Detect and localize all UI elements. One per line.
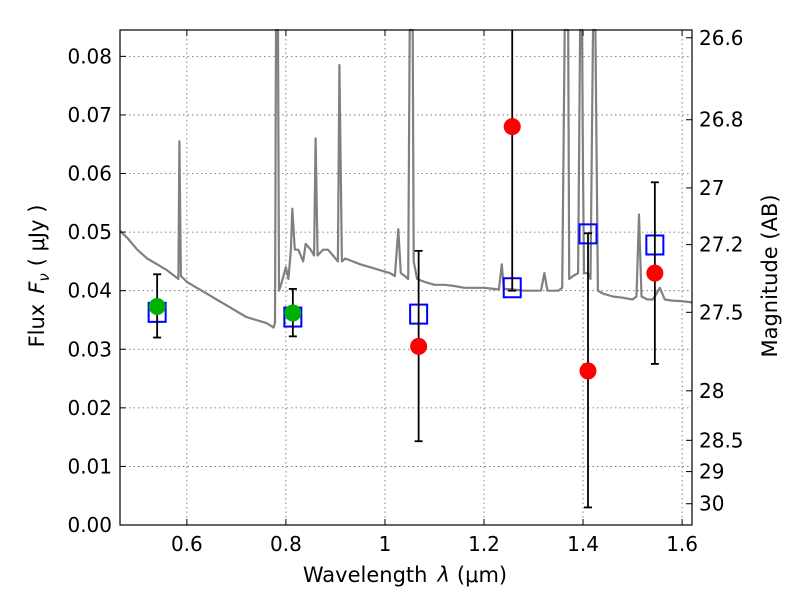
y-tick-label: 0.04 — [67, 279, 112, 303]
data-point — [284, 304, 302, 322]
y-tick-label: 0.06 — [67, 162, 112, 186]
x-tick-label: 1.2 — [468, 532, 500, 556]
x-axis-title-unit: (μm) — [457, 563, 507, 587]
data-point — [646, 264, 664, 282]
x-tick-labels: 0.6 0.8 1 1.2 1.4 1.6 — [171, 532, 698, 556]
y2-tick-label: 27.2 — [699, 233, 744, 257]
y2-tick-label: 28.5 — [699, 428, 744, 452]
y2-tick-label: 26.6 — [699, 26, 744, 50]
spectrum-line — [119, 28, 693, 329]
plot-frame — [119, 29, 693, 526]
y2-tick-label: 26.8 — [699, 108, 744, 132]
photometry-series — [147, 30, 665, 509]
y-tick-label: 0.00 — [67, 513, 112, 537]
x-tick-label: 0.6 — [171, 532, 203, 556]
axis-ticks — [120, 30, 692, 526]
data-point — [503, 118, 521, 136]
y-tick-label: 0.05 — [67, 220, 112, 244]
y-tick-label: 0.02 — [67, 396, 112, 420]
y-axis-title-unit: ( μJy ) — [25, 205, 49, 267]
y2-tick-label: 27 — [699, 176, 724, 200]
y-tick-label: 0.08 — [67, 44, 112, 68]
x-tick-label: 0.8 — [270, 532, 302, 556]
spectrum-series — [119, 28, 693, 329]
y2-tick-label: 27.5 — [699, 300, 744, 324]
y-axis-title-subscript: ν — [35, 273, 53, 281]
x-tick-label: 1 — [379, 532, 392, 556]
y-tick-label: 0.03 — [67, 337, 112, 361]
y2-tick-label: 29 — [699, 460, 724, 484]
y-axis-title-symbol: F — [25, 281, 49, 294]
x-axis-title-symbol: λ — [436, 563, 449, 587]
y-axis-title-prefix: Flux — [25, 304, 49, 348]
x-tick-label: 1.4 — [567, 532, 599, 556]
x-axis-title: Wavelength λ (μm) — [303, 563, 507, 587]
y2-tick-label: 30 — [699, 492, 724, 516]
y2-axis-title: Magnitude (AB) — [758, 194, 782, 357]
data-point — [410, 337, 428, 355]
y-tick-label: 0.01 — [67, 454, 112, 478]
data-point — [148, 297, 166, 315]
data-point — [579, 362, 597, 380]
y-tick-labels: 0.00 0.01 0.02 0.03 0.04 0.05 0.06 0.07 0.08 — [67, 44, 112, 537]
x-tick-label: 1.6 — [666, 532, 698, 556]
y2-tick-labels: 26.6 26.8 27 27.2 27.5 28 28.5 29 30 — [699, 26, 744, 516]
x-axis-title-prefix: Wavelength — [303, 563, 428, 587]
y-tick-label: 0.07 — [67, 103, 112, 127]
y2-tick-label: 28 — [699, 379, 724, 403]
y-axis-title: Flux Fν ( μJy ) — [25, 205, 53, 348]
